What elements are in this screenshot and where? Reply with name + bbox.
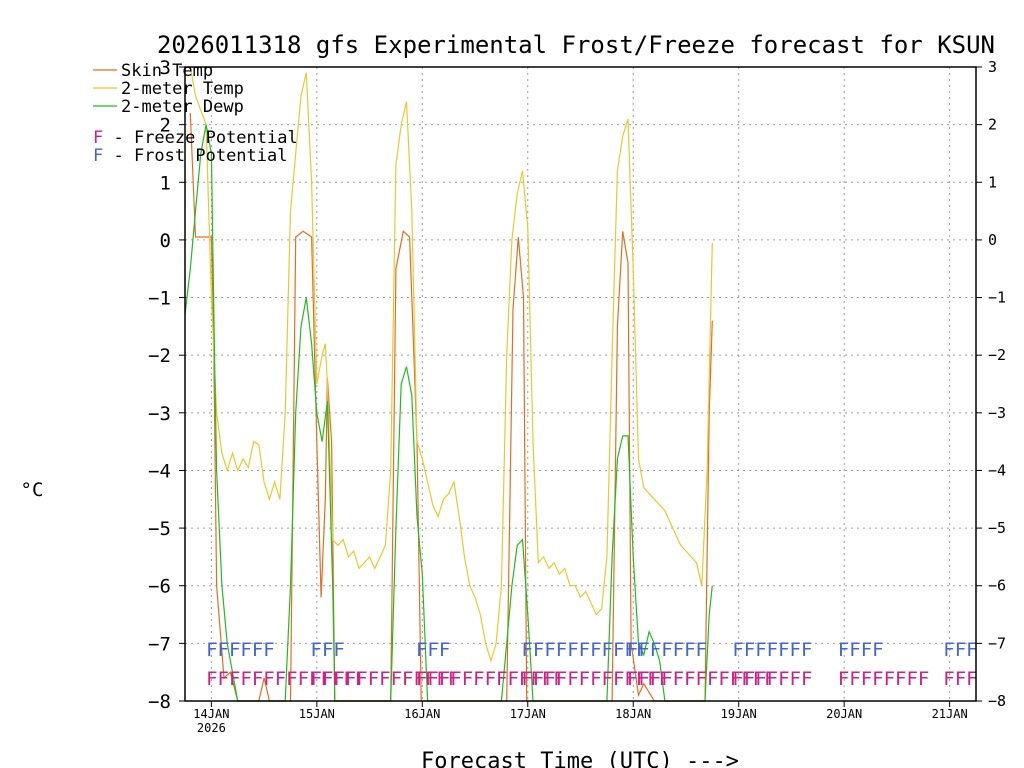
y-tick-label-right: −8 <box>988 692 1006 710</box>
potential-legend-entry: F - Frost Potential <box>93 146 287 166</box>
y-tick-label-right: −3 <box>988 404 1006 422</box>
x-tick-label: 14JAN <box>193 707 229 721</box>
x-tick-label: 15JAN <box>299 707 335 721</box>
y-axis-label: °C <box>21 479 44 501</box>
frost-flag: FFFFFFF <box>627 639 707 661</box>
grid-lines <box>185 67 976 701</box>
chart-title: 2026011318 gfs Experimental Frost/Freeze… <box>157 31 995 59</box>
freeze-flag: FFFFFFFFFFFFF <box>311 668 460 690</box>
freeze-flag: FFFFFFFFFFFFF <box>521 668 670 690</box>
plot-frame <box>184 66 977 702</box>
legend-entry: Skin Temp <box>121 61 213 81</box>
y-axis-ticks: −8 −8 −7 −7 −6 −6 −5 −5 −4 −4 −3 −3 −2 −2 −1 −1 0 0 1 1 2 2 3 3 <box>148 57 1006 713</box>
y-tick-label-right: −1 <box>988 289 1006 307</box>
frost-flag: FFFFFF <box>206 639 275 661</box>
y-tick-label-right: 1 <box>988 173 997 191</box>
y-tick-label: −4 <box>148 460 171 482</box>
legend-entry: 2-meter Temp <box>121 79 244 99</box>
y-tick-label: −3 <box>148 403 171 425</box>
x-tick-label: 17JAN <box>510 707 546 721</box>
frost-flag: FFFFFFFFFFF <box>521 639 647 661</box>
y-tick-label: 0 <box>160 230 171 252</box>
y-tick-label: −5 <box>148 518 171 540</box>
x-tick-label: 20JAN <box>826 707 862 721</box>
freeze-flag: FFFFFFFFFFFFF <box>416 668 565 690</box>
freeze-flag: FFFFFFFF <box>838 668 930 690</box>
x-tick-label: 21JAN <box>932 707 968 721</box>
y-tick-label: −7 <box>148 633 171 655</box>
freeze-flag: FFFFFFF <box>732 668 812 690</box>
y-tick-label: −2 <box>148 345 171 367</box>
y-tick-label-right: 2 <box>988 116 997 134</box>
y-tick-label: 3 <box>160 57 171 79</box>
frost-flag: FFFFFFF <box>732 639 812 661</box>
x-tick-label: 18JAN <box>615 707 651 721</box>
x-tick-label: 16JAN <box>404 707 440 721</box>
freeze-flag: FFFFFFFFFFFFFF <box>206 668 366 690</box>
y-tick-label: 1 <box>160 172 171 194</box>
y-tick-label: 2 <box>160 115 171 137</box>
frost-flag: FFFF <box>838 639 884 661</box>
frost-flag: FFF <box>416 639 450 661</box>
y-tick-label-right: −5 <box>988 519 1006 537</box>
series-line-2-meter-dewp <box>184 124 713 702</box>
y-tick-label-right: −4 <box>988 461 1006 479</box>
y-tick-label-right: 0 <box>988 231 997 249</box>
legend-entry: 2-meter Dewp <box>121 97 244 117</box>
freeze-flag: FFFFFFFFFFFFF <box>627 668 776 690</box>
y-tick-label: −6 <box>148 576 171 598</box>
y-tick-label: −8 <box>148 691 171 713</box>
y-tick-label-right: −6 <box>988 577 1006 595</box>
y-tick-label-right: −7 <box>988 634 1006 652</box>
x-tick-sublabel: 2026 <box>197 721 226 735</box>
x-axis-label: Forecast Time (UTC) ---> <box>421 749 739 768</box>
x-tick-label: 19JAN <box>721 707 757 721</box>
frost-flag: FFF <box>311 639 345 661</box>
y-tick-label: −1 <box>148 288 171 310</box>
series-line-2-meter-temp <box>189 66 713 663</box>
potential-legend-entry: F - Freeze Potential <box>93 128 298 148</box>
series-line-skin-temp <box>189 113 713 702</box>
frost-flag: FFF <box>943 639 977 661</box>
freeze-flag: FFF <box>943 668 977 690</box>
y-tick-label-right: 3 <box>988 58 997 76</box>
y-tick-label-right: −2 <box>988 346 1006 364</box>
